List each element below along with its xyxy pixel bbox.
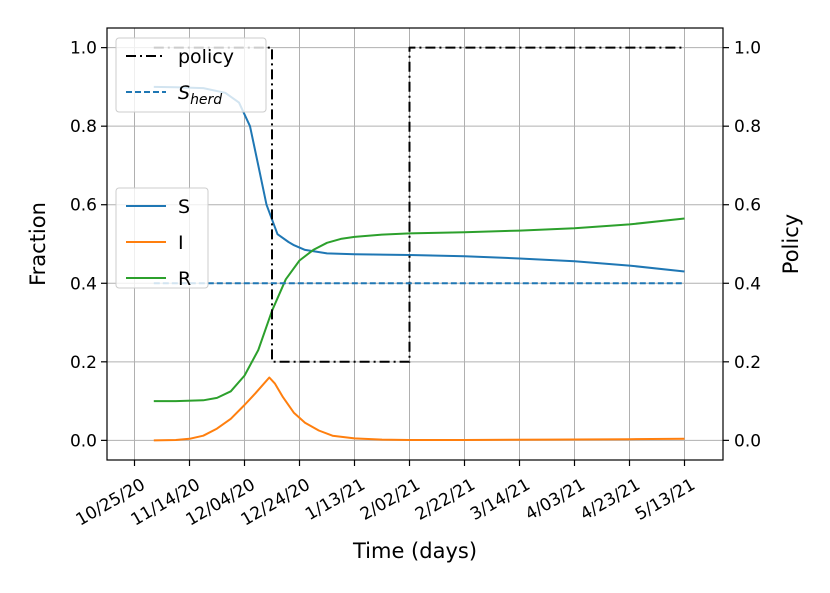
- x-tick-label: 5/13/21: [632, 475, 699, 525]
- y-tick-label: 0.2: [70, 353, 97, 373]
- y2-tick-label: 0.6: [734, 196, 761, 216]
- y2-tick-label: 1.0: [734, 39, 761, 59]
- y-tick-label: 0.4: [70, 274, 97, 294]
- series-line-i: [153, 376, 685, 442]
- y2-tick-label: 0.8: [734, 117, 761, 137]
- x-axis-label: Time (days): [352, 539, 477, 563]
- plot-frame: [106, 27, 724, 461]
- y-axis-label: Fraction: [26, 202, 50, 286]
- y2-tick-label: 0.0: [734, 431, 761, 451]
- y-tick-label: 0.8: [70, 117, 97, 137]
- y2-tick-label: 0.4: [734, 274, 761, 294]
- y-tick-label: 0.6: [70, 196, 97, 216]
- x-tick-label: 1/13/21: [302, 475, 369, 525]
- x-tick-label: 2/02/21: [357, 475, 424, 525]
- legend-mid-label: S: [178, 196, 190, 218]
- x-tick-label: 4/23/21: [577, 475, 644, 525]
- x-tick-label: 2/22/21: [412, 475, 479, 525]
- series-lines: [153, 46, 685, 442]
- legend-mid-box: [115, 187, 209, 289]
- legend-mid-label: R: [178, 268, 191, 290]
- x-tick-label: 4/03/21: [522, 475, 589, 525]
- y-tick-label: 1.0: [70, 39, 97, 59]
- legend-sir: SIR: [115, 187, 209, 290]
- series-line-s: [153, 85, 685, 273]
- legend-top-label-subscript: herd: [190, 92, 222, 108]
- series-line-r: [153, 217, 685, 403]
- x-tick-label: 3/14/21: [467, 475, 534, 525]
- series-line-policy: [153, 46, 685, 363]
- legend-mid-label: I: [178, 232, 184, 254]
- y2-axis-label: Policy: [779, 214, 803, 274]
- y-tick-label: 0.0: [70, 431, 97, 451]
- y2-tick-label: 0.2: [734, 353, 761, 373]
- legend-top-label: policy: [178, 46, 234, 68]
